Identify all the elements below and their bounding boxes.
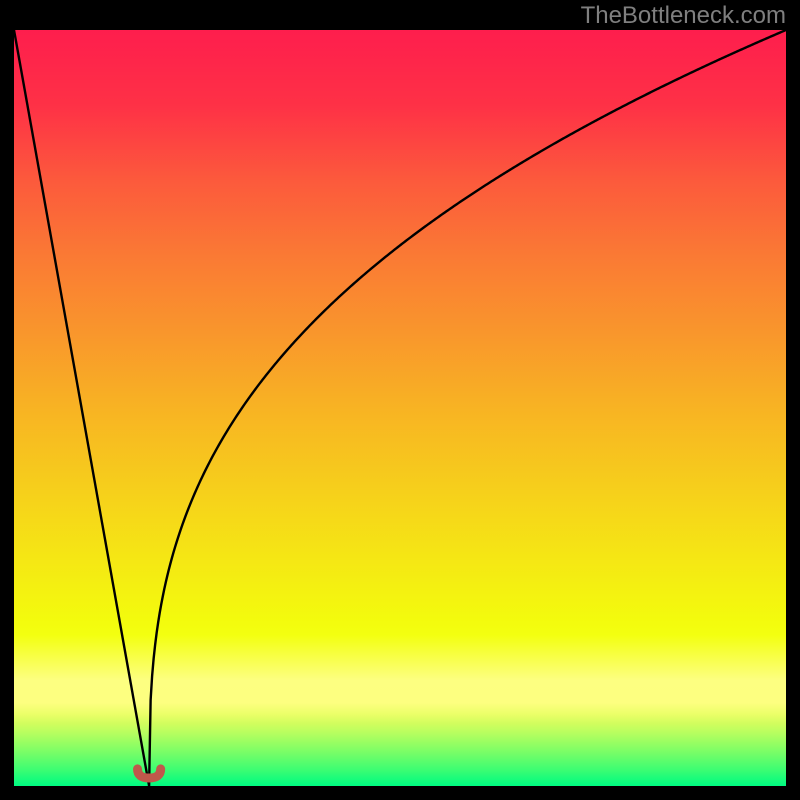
chart-outer-frame: TheBottleneck.com [0, 0, 800, 800]
chart-svg [14, 30, 786, 786]
chart-plot-area [14, 30, 786, 786]
attribution-watermark: TheBottleneck.com [581, 2, 786, 30]
